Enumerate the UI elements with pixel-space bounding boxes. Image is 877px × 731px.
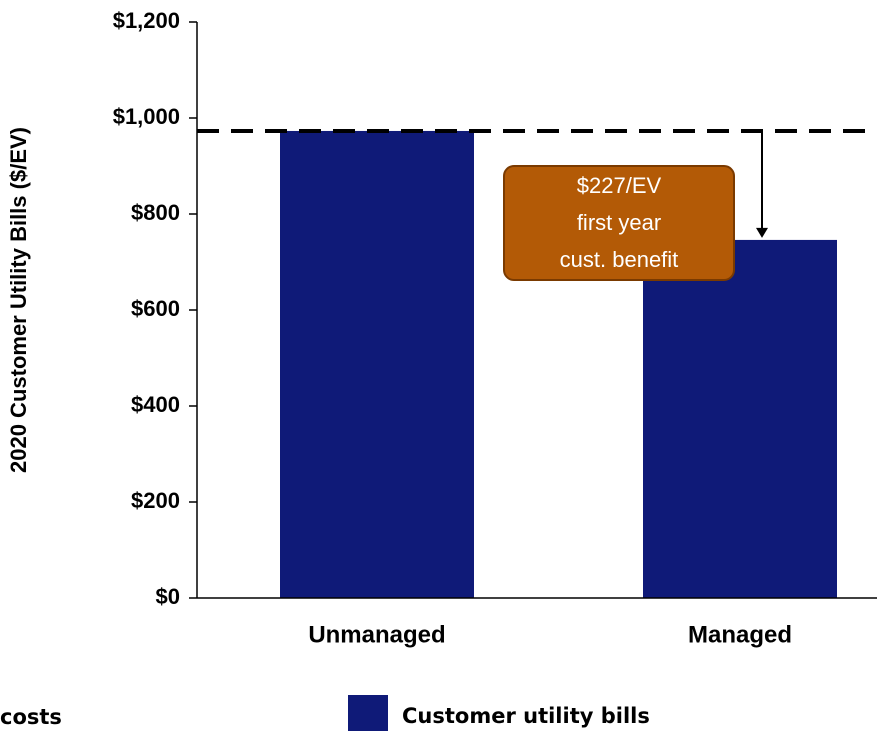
x-tick-label: Unmanaged <box>308 621 445 648</box>
y-tick-label: $1,200 <box>113 8 180 33</box>
y-axis-label: 2020 Customer Utility Bills ($/EV) <box>6 127 31 473</box>
y-tick-label: $800 <box>131 200 180 225</box>
y-tick-label: $1,000 <box>113 104 180 129</box>
bar <box>643 239 837 599</box>
cropped-legend-text: costs <box>0 705 62 729</box>
annotation-text: first year <box>577 210 661 235</box>
legend-label: Customer utility bills <box>402 704 650 728</box>
annotation-text: $227/EV <box>577 173 662 198</box>
annotation-box <box>503 165 735 281</box>
x-tick-label: Managed <box>688 621 792 648</box>
legend-swatch <box>348 695 388 731</box>
annotation-text: cust. benefit <box>560 247 679 272</box>
arrow-head <box>756 227 768 238</box>
y-tick-label: $600 <box>131 296 180 321</box>
bar <box>280 130 474 598</box>
y-tick-label: $0 <box>156 584 180 609</box>
y-tick-label: $200 <box>131 488 180 513</box>
y-tick-label: $400 <box>131 392 180 417</box>
